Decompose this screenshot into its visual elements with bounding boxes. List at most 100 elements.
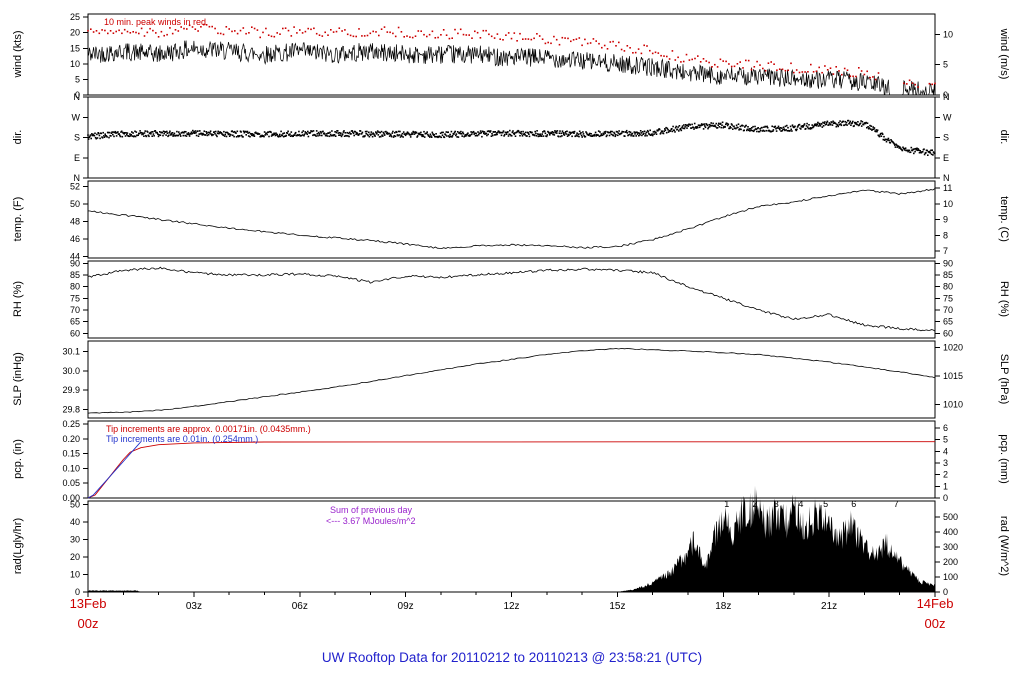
tick-label-left-dir: N	[74, 92, 81, 102]
tick-label-left-wind: 25	[70, 12, 80, 22]
rad-sum-annotation-line2: <--- 3.67 MJoules/m^2	[326, 516, 416, 526]
tick-label-left-wind: 20	[70, 28, 80, 38]
tick-label-left-rh: 80	[70, 282, 80, 292]
tick-label-right-dir: W	[943, 112, 952, 122]
tick-label-right-pcp: 0	[943, 493, 948, 503]
tick-label-right-rad: 0	[943, 587, 948, 597]
tick-label-right-rh: 60	[943, 328, 953, 338]
tick-label-left-rad: 20	[70, 552, 80, 562]
tick-label-right-wind: 0	[943, 90, 948, 100]
tick-label-left-wind: 5	[75, 74, 80, 84]
x-tick-label: 12z	[503, 601, 519, 612]
tick-label-left-pcp: 0.05	[62, 478, 80, 488]
panel-slp: 29.8 29.9 30.0 30.1 1010 1015 1020	[62, 340, 963, 419]
rad-sum-marker: 5	[823, 499, 828, 509]
panel-wind: 0 5 10 15 20 25 0 5 10	[70, 12, 953, 100]
tick-label-right-pcp: 5	[943, 435, 948, 445]
pcp-annotation-fine: Tip increments are approx. 0.00171in. (0…	[106, 424, 311, 434]
panel-frame-dir	[87, 96, 936, 179]
rad-sum-marker: 4	[798, 499, 803, 509]
x-tick-label: 15z	[609, 601, 625, 612]
tick-label-right-temp: 11	[943, 183, 952, 193]
rad-sum-marker: 7	[894, 499, 899, 509]
axis-title-rad-right: rad (W/m^2)	[998, 515, 1010, 577]
tick-label-right-slp: 1010	[943, 399, 963, 409]
tick-label-right-rad: 100	[943, 572, 958, 582]
tick-label-left-dir: N	[74, 173, 81, 183]
x-tick-label: 06z	[292, 601, 308, 612]
tick-label-right-rh: 80	[943, 282, 953, 292]
tick-label-right-wind: 10	[943, 29, 953, 39]
axis-title-slp-right: SLP (hPa)	[998, 353, 1010, 405]
tick-label-left-slp: 30.0	[62, 366, 80, 376]
panel-pcp: 0.00 0.05 0.10 0.15 0.20 0.25 0 12 3 45 6	[62, 419, 948, 503]
x-tick-label: 09z	[398, 601, 414, 612]
x-start-hour-label: 00z	[77, 616, 99, 631]
tick-label-right-temp: 10	[943, 199, 953, 209]
x-tick-label: 18z	[715, 601, 731, 612]
rad-sum-marker: 1	[724, 499, 729, 509]
rad-sum-marker: 2	[752, 499, 757, 509]
pcp-annotation-coarse: Tip increments are 0.01in. (0.254mm.)	[106, 434, 259, 444]
tick-label-right-rh: 90	[943, 258, 953, 268]
axis-title-slp-left: SLP (inHg)	[12, 352, 24, 406]
tick-label-left-rh: 65	[70, 317, 80, 327]
tick-label-left-slp: 29.8	[62, 404, 80, 414]
axis-title-rh-right: RH (%)	[998, 280, 1010, 318]
tick-label-right-slp: 1015	[943, 371, 963, 381]
panel-frame-pcp	[87, 420, 936, 499]
tick-label-left-dir: E	[74, 153, 80, 163]
tick-label-right-temp: 8	[943, 230, 948, 240]
axis-title-wind-right: wind (m/s)	[998, 28, 1010, 80]
axis-title-temp-left: temp. (F)	[12, 196, 24, 242]
panel-frame-rh	[87, 260, 936, 339]
tick-label-left-temp: 46	[70, 234, 80, 244]
tick-label-left-rad: 40	[70, 517, 80, 527]
tick-label-right-pcp: 6	[943, 423, 948, 433]
tick-label-left-dir: S	[74, 133, 80, 143]
tick-label-left-wind: 15	[70, 43, 80, 53]
tick-label-left-temp: 52	[70, 181, 80, 191]
tick-label-left-rh: 90	[70, 258, 80, 268]
panel-frame-wind	[87, 13, 936, 96]
tick-label-left-rad: 50	[70, 500, 80, 510]
wind-peak-annotation: 10 min. peak winds in red	[104, 17, 207, 27]
tick-label-left-pcp: 0.00	[62, 493, 80, 503]
panel-frame-temp	[87, 180, 936, 259]
tick-label-right-rad: 300	[943, 542, 958, 552]
tick-label-right-rh: 65	[943, 317, 953, 327]
tick-label-left-slp: 30.1	[62, 347, 80, 357]
tick-label-right-rad: 500	[943, 512, 958, 522]
tick-label-left-wind: 10	[70, 59, 80, 69]
axis-title-dir-left: dir.	[12, 129, 24, 145]
tick-label-left-rh: 70	[70, 305, 80, 315]
tick-label-right-dir: S	[943, 133, 949, 143]
tick-label-right-dir: N	[943, 173, 950, 183]
tick-label-left-pcp: 0.15	[62, 449, 80, 459]
tick-label-right-rad: 200	[943, 557, 958, 567]
tick-label-right-wind: 5	[943, 60, 948, 70]
tick-label-right-dir: E	[943, 153, 949, 163]
x-tick-label: 21z	[821, 601, 837, 612]
axis-title-wind-left: wind (kts)	[12, 30, 24, 78]
tick-label-right-pcp: 3	[943, 458, 948, 468]
tick-label-right-pcp: 2	[943, 470, 948, 480]
tick-label-right-pcp: 1	[943, 481, 948, 491]
axis-title-rad-left: rad(Lgly/hr)	[12, 517, 24, 575]
tick-label-left-rad: 10	[70, 570, 80, 580]
tick-label-right-rad: 400	[943, 527, 958, 537]
x-end-hour-label: 00z	[924, 616, 946, 631]
x-end-date-label: 14Feb	[916, 596, 954, 611]
tick-label-left-pcp: 0.25	[62, 419, 80, 429]
tick-label-left-slp: 29.9	[62, 385, 80, 395]
meteogram-plot: 05101520250510NESWNNESWN4446485052789101…	[62, 12, 963, 612]
panel-temp: 44 46 48 50 52 7 8 9 10 11	[70, 180, 953, 261]
tick-label-left-rh: 60	[70, 328, 80, 338]
panel-frame-slp	[87, 340, 936, 419]
tick-label-left-rh: 85	[70, 270, 80, 280]
tick-label-right-rh: 75	[943, 293, 953, 303]
